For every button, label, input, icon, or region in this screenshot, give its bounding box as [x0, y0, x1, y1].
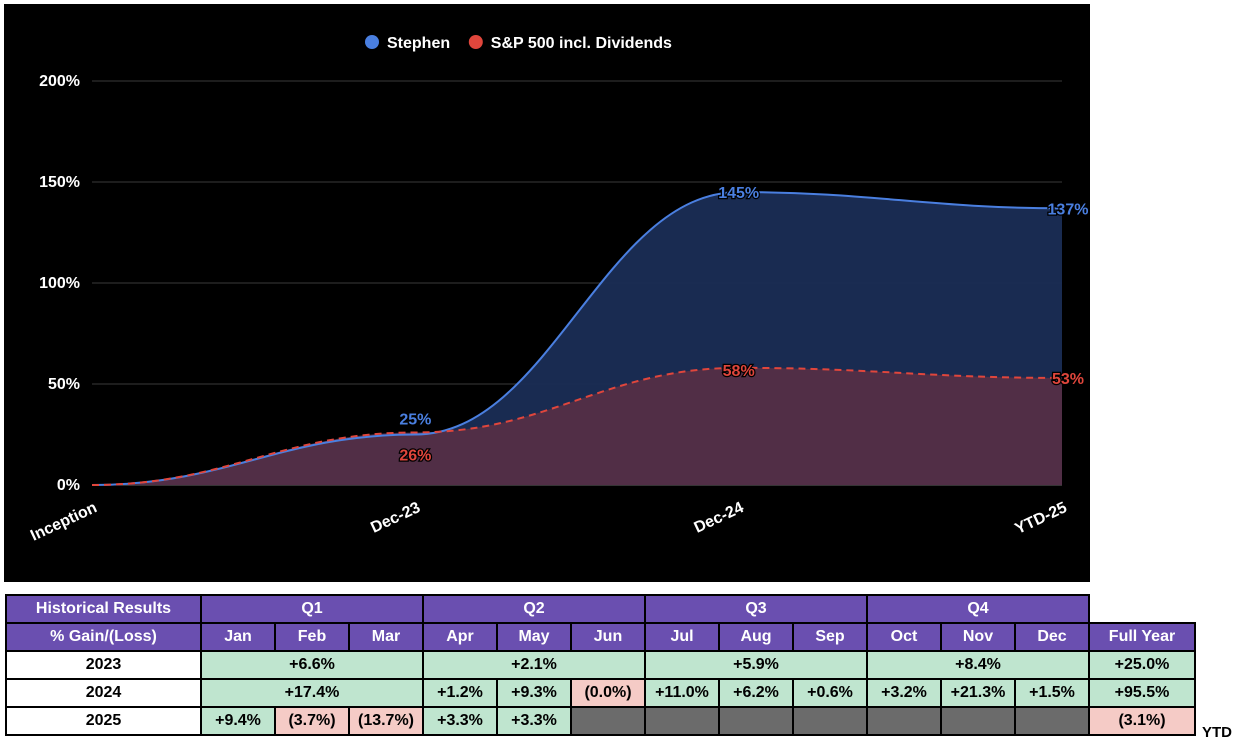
q1-cell: +17.4% [200, 678, 424, 708]
series-lines [91, 191, 1063, 486]
month-header: Feb [274, 622, 350, 652]
month-cell: (3.7%) [274, 706, 350, 736]
y-tick-label: 50% [48, 376, 80, 393]
empty-cell [644, 706, 720, 736]
month-header: Oct [866, 622, 942, 652]
q2-cell: +2.1% [422, 650, 646, 680]
full-year-cell: +25.0% [1088, 650, 1196, 680]
month-cell: +1.2% [422, 678, 498, 708]
year-cell: 2025 [5, 706, 202, 736]
quarter-header-q2: Q2 [422, 594, 646, 624]
historical-results-header: Historical Results [5, 594, 202, 624]
month-cell: +9.4% [200, 706, 276, 736]
q4-cell: +8.4% [866, 650, 1090, 680]
legend-label: Stephen [387, 35, 450, 52]
series-area [92, 367, 1062, 485]
chart-panel: 0% 50% 100% 150% 200% Inception Dec-23 Dec-24 Y… [4, 4, 1090, 582]
month-header: Mar [348, 622, 424, 652]
quarter-header-row: Historical Results Q1 Q2 Q3 Q4 [5, 594, 1195, 624]
x-axis-ticks: Inception Dec-23 Dec-24 YTD-25 [28, 499, 1070, 545]
month-cell: +3.3% [422, 706, 498, 736]
y-tick-label: 0% [57, 477, 80, 494]
empty-cell [570, 706, 646, 736]
full-year-cell: (3.1%) [1088, 706, 1196, 736]
month-cell: +6.2% [718, 678, 794, 708]
quarter-header-q4: Q4 [866, 594, 1090, 624]
data-label: 137% [1048, 201, 1089, 218]
month-cell: +21.3% [940, 678, 1016, 708]
gain-loss-header: % Gain/(Loss) [5, 622, 202, 652]
month-cell: +1.5% [1014, 678, 1090, 708]
data-label: 26% [399, 447, 431, 464]
data-label: 53% [1052, 371, 1084, 388]
legend-marker [468, 35, 483, 49]
empty-cell [718, 706, 794, 736]
month-cell: +3.2% [866, 678, 942, 708]
table-row: 2023 +6.6% +2.1% +5.9% +8.4% +25.0% [5, 650, 1196, 680]
month-cell: (0.0%) [570, 678, 646, 708]
month-header: Nov [940, 622, 1016, 652]
series-line [91, 191, 1063, 486]
y-tick-label: 150% [39, 174, 80, 191]
performance-chart: 0% 50% 100% 150% 200% Inception Dec-23 Dec-24 Y… [28, 35, 1090, 545]
month-header-row: % Gain/(Loss) Jan Feb Mar Apr May Jun Ju… [5, 622, 1196, 652]
ytd-label: YTD [1202, 724, 1232, 741]
data-label: 25% [399, 412, 431, 429]
legend-marker [365, 35, 379, 49]
data-labels: 25% 145% 137% 26% 58% 53% [398, 184, 1090, 466]
month-cell: +3.3% [496, 706, 572, 736]
area-fills [92, 192, 1062, 485]
x-tick-label: Dec-23 [368, 499, 423, 537]
month-cell: (13.7%) [348, 706, 424, 736]
data-label: 58% [723, 363, 755, 380]
month-header: Sep [792, 622, 868, 652]
y-tick-label: 100% [39, 275, 80, 292]
year-cell: 2023 [5, 650, 202, 680]
month-header: Jan [200, 622, 276, 652]
month-header: Dec [1014, 622, 1090, 652]
q1-cell: +6.6% [200, 650, 424, 680]
y-tick-label: 200% [39, 73, 80, 90]
quarter-header-q1: Q1 [200, 594, 424, 624]
month-header: Jul [644, 622, 720, 652]
year-cell: 2024 [5, 678, 202, 708]
legend: Stephen S&P 500 incl. Dividends [365, 35, 672, 52]
empty-cell [940, 706, 1016, 736]
empty-cell [866, 706, 942, 736]
empty-cell [1014, 706, 1090, 736]
full-year-header: Full Year [1088, 622, 1196, 652]
legend-label: S&P 500 incl. Dividends [491, 35, 672, 52]
x-tick-label: YTD-25 [1013, 499, 1070, 538]
month-header: May [496, 622, 572, 652]
empty-cell [792, 706, 868, 736]
month-cell: +0.6% [792, 678, 868, 708]
full-year-cell: +95.5% [1088, 678, 1196, 708]
table-row: 2024 +17.4% +1.2% +9.3% (0.0%) +11.0% +6… [5, 678, 1196, 708]
series-line [91, 366, 1063, 486]
historical-results-table: Historical Results Q1 Q2 Q3 Q4 % Gain/(L… [5, 594, 1196, 736]
table-row: 2025 +9.4% (3.7%) (13.7%) +3.3% +3.3% (3… [5, 706, 1196, 736]
quarter-header-q3: Q3 [644, 594, 868, 624]
x-tick-label: Inception [28, 499, 100, 544]
month-cell: +9.3% [496, 678, 572, 708]
data-label: 145% [718, 185, 759, 202]
x-tick-label: Dec-24 [692, 499, 747, 537]
y-axis-ticks: 0% 50% 100% 150% 200% [39, 73, 80, 494]
q3-cell: +5.9% [644, 650, 868, 680]
month-header: Aug [718, 622, 794, 652]
month-header: Apr [422, 622, 498, 652]
month-header: Jun [570, 622, 646, 652]
month-cell: +11.0% [644, 678, 720, 708]
blank-cell [1089, 595, 1195, 623]
